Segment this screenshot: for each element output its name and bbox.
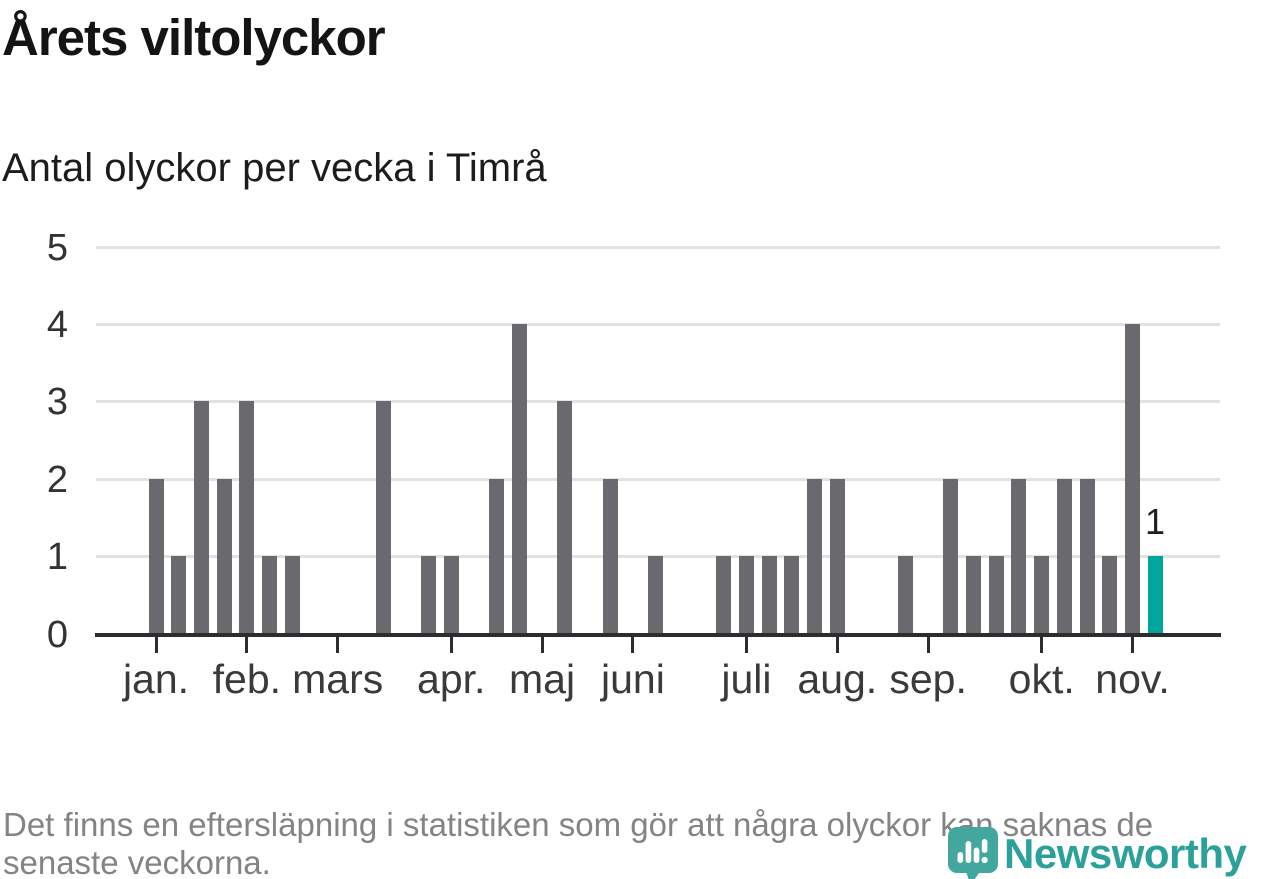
gridline-y3: [96, 400, 1220, 404]
bar-week: [829, 478, 845, 633]
x-axis-label-maj: maj: [509, 656, 576, 702]
bar-week: [897, 555, 913, 633]
bar-week: [761, 555, 777, 633]
bar-week: [421, 555, 437, 633]
brand-wordmark: Newsworthy: [1004, 830, 1247, 877]
x-tick-maj: [540, 637, 544, 653]
x-axis-label-feb: feb.: [212, 656, 282, 702]
weekly-accidents-bar-chart: 0 1 2 3 4 5 jan. feb. mars apr. maj juni juli aug. sep…: [46, 227, 1221, 702]
bar-week: [1102, 555, 1118, 633]
x-axis-label-nov: nov.: [1095, 656, 1170, 702]
y-axis-label-1: 1: [46, 535, 68, 578]
bar-week: [148, 478, 164, 633]
gridline-y4: [96, 323, 1220, 327]
x-axis-label-okt: okt.: [1008, 656, 1075, 702]
x-tick-jan: [154, 637, 158, 653]
x-axis-label-aug: aug.: [797, 656, 878, 702]
x-tick-sep: [926, 637, 930, 653]
bar-week: [602, 478, 618, 633]
bar-week: [716, 555, 732, 633]
x-axis-label-juni: juni: [600, 656, 665, 702]
bar-week: [738, 555, 754, 633]
x-axis-label-apr: apr.: [417, 656, 486, 702]
bar-week: [648, 555, 664, 633]
x-axis-label-sep: sep.: [889, 656, 967, 702]
x-tick-apr: [449, 637, 453, 653]
bar-week: [557, 401, 573, 633]
x-tick-nov: [1131, 637, 1135, 653]
page-title: Årets viltolyckor: [2, 9, 386, 66]
bar-week: [943, 478, 959, 633]
bar-week: [1079, 478, 1095, 633]
x-tick-okt: [1040, 637, 1044, 653]
x-axis-label-jan: jan.: [122, 656, 190, 702]
x-tick-feb: [245, 637, 249, 653]
bar-week: [239, 401, 255, 633]
bar-week: [1056, 478, 1072, 633]
bar-highlight-week: [1147, 555, 1163, 633]
bar-week: [807, 478, 823, 633]
x-tick-aug: [835, 637, 839, 653]
newsworthy-pin-icon: [948, 827, 998, 879]
bar-week: [966, 555, 982, 633]
bar-week: [1011, 478, 1027, 633]
footer-note-line2: senaste veckorna.: [3, 844, 271, 879]
bar-week: [1125, 324, 1141, 633]
gridline-y2: [96, 477, 1220, 481]
bar-week: [375, 401, 391, 633]
bar-week: [216, 478, 232, 633]
y-axis-label-4: 4: [46, 304, 68, 347]
bar-week: [443, 555, 459, 633]
bar-week: [784, 555, 800, 633]
y-axis-label-2: 2: [46, 458, 68, 501]
bar-week: [193, 401, 209, 633]
bar-week: [262, 555, 278, 633]
bar-week: [489, 478, 505, 633]
x-tick-mars: [336, 637, 340, 653]
bar-week: [171, 555, 187, 633]
x-axis-label-juli: juli: [721, 656, 772, 702]
chart-subtitle: Antal olyckor per vecka i Timrå: [2, 146, 547, 190]
gridline-y5: [96, 246, 1220, 249]
y-axis-label-0: 0: [46, 614, 68, 656]
bar-week: [988, 555, 1004, 633]
x-tick-juli: [744, 637, 748, 653]
x-axis-label-mars: mars: [292, 656, 384, 702]
bar-week: [511, 324, 527, 633]
bar-week: [284, 555, 300, 633]
y-axis-label-3: 3: [46, 381, 68, 424]
y-axis-label-5: 5: [46, 227, 68, 269]
x-tick-juni: [631, 637, 635, 653]
bar-week: [1034, 555, 1050, 633]
x-axis-line: [95, 633, 1221, 637]
bar-value-label: 1: [1144, 501, 1166, 542]
